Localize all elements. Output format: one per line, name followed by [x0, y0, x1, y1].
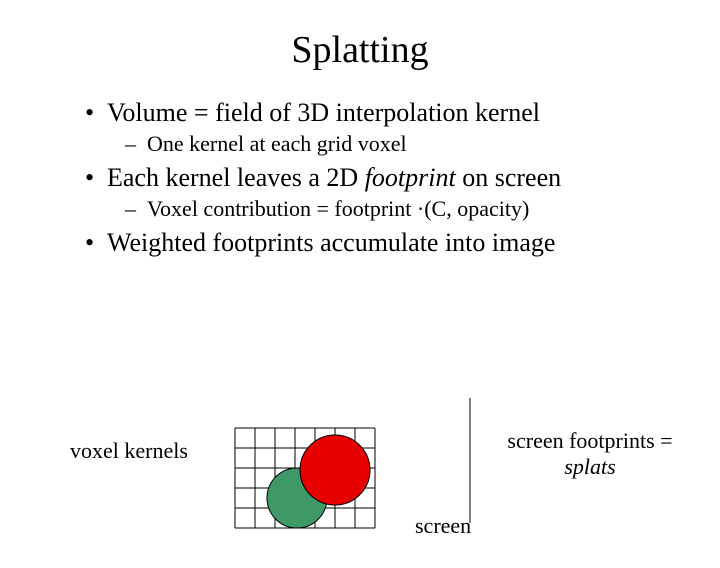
bullet-text: Volume = field of 3D interpolation kerne…: [107, 98, 540, 128]
sub-bullet-marker: –: [125, 131, 147, 157]
sub-bullet-list: – Voxel contribution = footprint ·(C, op…: [85, 196, 640, 222]
bullet-text: Each kernel leaves a 2D footprint on scr…: [107, 163, 561, 193]
sub-bullet-text: Voxel contribution = footprint ·(C, opac…: [147, 196, 529, 222]
sub-bullet-marker: –: [125, 196, 147, 222]
sub-bullet-item: – One kernel at each grid voxel: [125, 131, 640, 157]
bullet-marker: •: [85, 228, 107, 258]
voxel-kernel-red: [300, 435, 370, 505]
diagram-area: voxel kernels screen footprints = splats…: [0, 398, 720, 568]
sub-bullet-list: – One kernel at each grid voxel: [85, 131, 640, 157]
diagram-svg-wrap: [225, 398, 485, 543]
bullet-text: Weighted footprints accumulate into imag…: [107, 228, 555, 258]
slide-title: Splatting: [0, 28, 720, 72]
sub-bullet-text: One kernel at each grid voxel: [147, 131, 407, 157]
bullet-item: • Each kernel leaves a 2D footprint on s…: [85, 163, 640, 222]
slide: Splatting • Volume = field of 3D interpo…: [0, 28, 720, 568]
diagram-svg: [225, 398, 485, 538]
label-screen-footprints: screen footprints = splats: [500, 428, 680, 480]
label-line2: splats: [564, 454, 615, 479]
bullet-list: • Volume = field of 3D interpolation ker…: [0, 98, 720, 258]
label-voxel-kernels: voxel kernels: [70, 438, 188, 464]
bullet-marker: •: [85, 163, 107, 193]
sub-bullet-item: – Voxel contribution = footprint ·(C, op…: [125, 196, 640, 222]
label-line1: screen footprints =: [507, 428, 672, 453]
bullet-marker: •: [85, 98, 107, 128]
bullet-item: • Weighted footprints accumulate into im…: [85, 228, 640, 258]
bullet-item: • Volume = field of 3D interpolation ker…: [85, 98, 640, 157]
